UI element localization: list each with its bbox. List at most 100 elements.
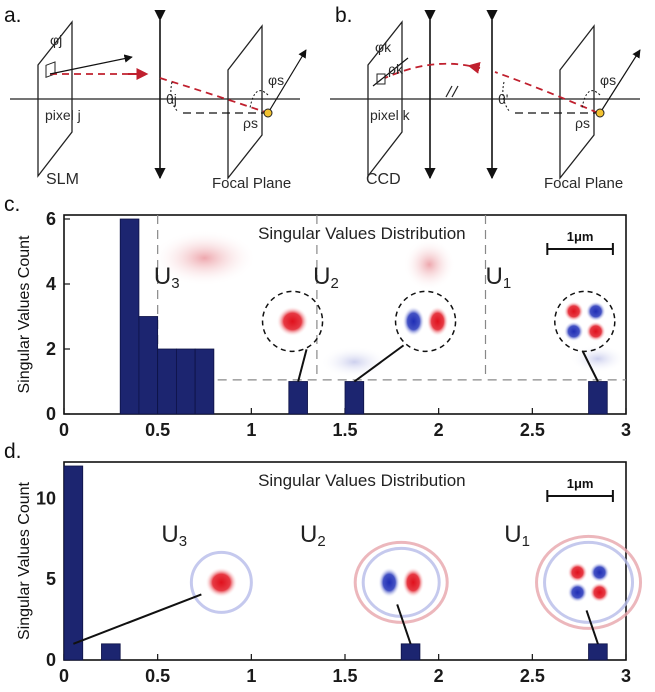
phi-k-label: φk [375,39,392,55]
x-tick-label: 1 [246,420,256,440]
mode-u1-lobe [563,321,584,342]
break-mark-1 [445,85,453,98]
side-ring [361,546,441,618]
bar [175,348,196,415]
mode-u1-lobe [589,582,610,603]
mode-highlight-circle [394,290,457,353]
mode-u1-lobe [589,562,610,583]
focal-plane-a [227,24,263,180]
chart-title: Singular Values Distribution [258,471,466,490]
y-tick-label: 4 [46,274,56,294]
phi-arc-b [581,90,601,109]
mode-u2-lobe-blue [378,567,401,598]
phi-s-label-b: φs [600,72,616,88]
x-tick-label: 2 [434,666,444,686]
mode-u1-lobe [585,321,606,342]
mode-highlight-circle [261,290,324,353]
mode-u3-lobe [276,306,309,337]
mode-label: U3 [154,263,180,292]
k-vector-a [49,54,133,75]
mode-connector [297,349,308,382]
panel-label: c. [4,193,20,216]
focal-point-a [263,108,273,118]
mode-connector [353,344,405,383]
x-tick-label: 1 [246,666,256,686]
x-tick-label: 0 [59,420,69,440]
x-tick-label: 0.5 [145,666,170,686]
bar [119,218,140,415]
mode-u3-lobe [205,567,238,598]
mode-connector [581,350,599,382]
side-ring [543,540,635,624]
y-tick-label: 6 [46,209,56,229]
scale-bar-label: 1μm [567,476,594,491]
ccd-label: CCD [366,171,401,188]
panel-label: d. [4,440,22,463]
schematic-a: a. φj pixel j SLM θj φs ρs Focal Plane [4,4,307,192]
focal-plane-label-a: Focal Plane [212,175,291,192]
x-tick-label: 2.5 [520,420,545,440]
mode-label: U2 [313,263,339,292]
rho-k-label: ρk [388,61,404,77]
mode-u2-lobe-red [402,567,425,598]
theta-arc-a [170,81,179,113]
y-tick-label: 5 [46,569,56,589]
beam-b2 [384,62,471,79]
theta-prime-label: θ' [498,91,508,107]
bar [588,381,608,415]
bar [157,348,177,415]
mode-u1-lobe [567,562,588,583]
chart-title: Singular Values Distribution [258,224,466,243]
mode-images [152,215,626,381]
chart-d: d. Singular Values Count 0 0.5 1 1.5 2 2.5 3 0 5 10… [4,440,643,686]
y-tick-label: 2 [46,339,56,359]
mode-u1-lobe [563,301,584,322]
mode-label: U1 [504,521,530,550]
beam-a2 [159,77,269,114]
x-tick-label: 2.5 [520,666,545,686]
bar [194,348,215,415]
k-vector-fp-b [599,49,641,114]
mode-label: U2 [300,521,326,550]
y-tick-label: 0 [46,650,56,670]
rho-s-label-a: ρs [243,115,258,131]
bar [101,643,121,661]
side-ring [353,540,449,624]
pixel-j-label: pixel j [45,107,81,123]
mode-label: U1 [486,263,512,292]
focal-plane-b [559,24,595,180]
slm-pixel [45,61,56,78]
x-tick-label: 1.5 [332,420,357,440]
mode-connector [585,610,599,645]
panel-a-label: a. [4,4,22,27]
mode-label: U3 [161,521,187,550]
bar [588,643,608,661]
ccd-plane [367,20,403,178]
mode-u2-lobe-blue [402,306,425,337]
bar [288,381,308,415]
chart-c: c. Singular Values Count 0 0.5 1 1.5 2 2.5 3 0 2 4 6… [4,193,631,440]
mode-u1-lobe [567,582,588,603]
x-tick-label: 3 [621,420,631,440]
theta-j-label: θj [166,91,177,107]
k-vector-fp-a [267,49,307,114]
break-mark-2 [451,85,459,98]
phi-s-label-a: φs [268,72,284,88]
y-tick-label: 0 [46,404,56,424]
x-tick-label: 0.5 [145,420,170,440]
phi-j-label: φj [50,32,62,48]
noise-blob [569,344,626,373]
mode-highlight-circle [554,290,616,353]
rho-k-line [372,57,409,87]
bar [400,643,421,661]
panel-b-label: b. [335,4,353,27]
pixel-k-label: pixel k [370,107,411,123]
y-axis-label: Singular Values Count [16,481,33,640]
noise-blob [320,346,389,378]
noise-blob [403,238,456,291]
mode-connector [396,604,412,645]
bar [138,316,159,415]
mode-images [189,534,643,630]
slm-plane [37,20,73,178]
